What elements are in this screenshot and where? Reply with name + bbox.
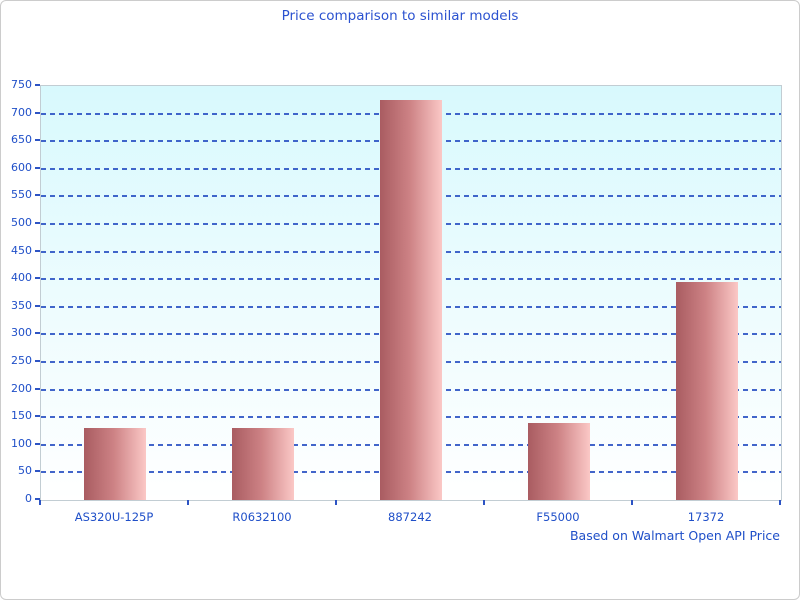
y-tick-0 [35,498,40,500]
y-tick-400 [35,277,40,280]
y-tick-100 [35,442,40,445]
y-tick-550 [35,194,40,197]
y-tick-650 [35,139,40,142]
y-axis-label-350: 350 [11,298,32,312]
x-tick-4 [631,500,633,505]
plot-area [40,85,782,501]
y-axis-label-250: 250 [11,354,32,367]
x-tick-3 [483,500,485,505]
x-axis-label-R0632100: R0632100 [232,510,292,524]
x-axis-label-17372: 17372 [687,510,725,524]
y-axis-label-50: 50 [18,464,32,478]
y-axis-label-500: 500 [11,216,32,229]
bar-F55000 [528,422,590,500]
y-tick-450 [35,249,40,252]
y-tick-300 [35,332,40,335]
y-tick-50 [35,470,40,473]
y-axis-label-100: 100 [11,436,32,450]
bar-AS320U-125P [84,428,146,500]
y-axis-label-650: 650 [11,133,32,147]
x-axis-label-AS320U-125P: AS320U-125P [74,510,154,524]
y-tick-250 [35,360,40,362]
y-tick-700 [35,111,40,114]
y-tick-750 [35,84,40,86]
y-tick-350 [35,304,40,307]
y-tick-500 [35,222,40,224]
y-axis-label-700: 700 [11,105,32,119]
y-axis-label-750: 750 [11,78,32,91]
x-tick-2 [335,500,337,505]
y-tick-600 [35,166,40,169]
chart-title: Price comparison to similar models [281,8,519,24]
y-axis-label-0: 0 [25,492,32,505]
x-tick-1 [187,500,189,505]
y-axis-label-150: 150 [11,409,32,423]
bar-887242 [380,99,442,500]
y-axis-label-300: 300 [11,326,32,340]
chart-footnote: Based on Walmart Open API Price [569,528,780,543]
y-axis-label-550: 550 [11,188,32,202]
y-axis-label-450: 450 [11,243,32,257]
y-axis-label-200: 200 [11,381,32,395]
y-axis-label-400: 400 [11,271,32,285]
y-tick-150 [35,415,40,418]
x-tick-0 [39,500,41,505]
y-axis-label-600: 600 [11,160,32,174]
x-axis-label-887242: 887242 [388,510,432,524]
x-axis-label-F55000: F55000 [536,510,580,524]
x-tick-5 [779,500,781,505]
bar-R0632100 [232,428,294,500]
bar-17372 [676,281,738,500]
y-tick-200 [35,387,40,390]
